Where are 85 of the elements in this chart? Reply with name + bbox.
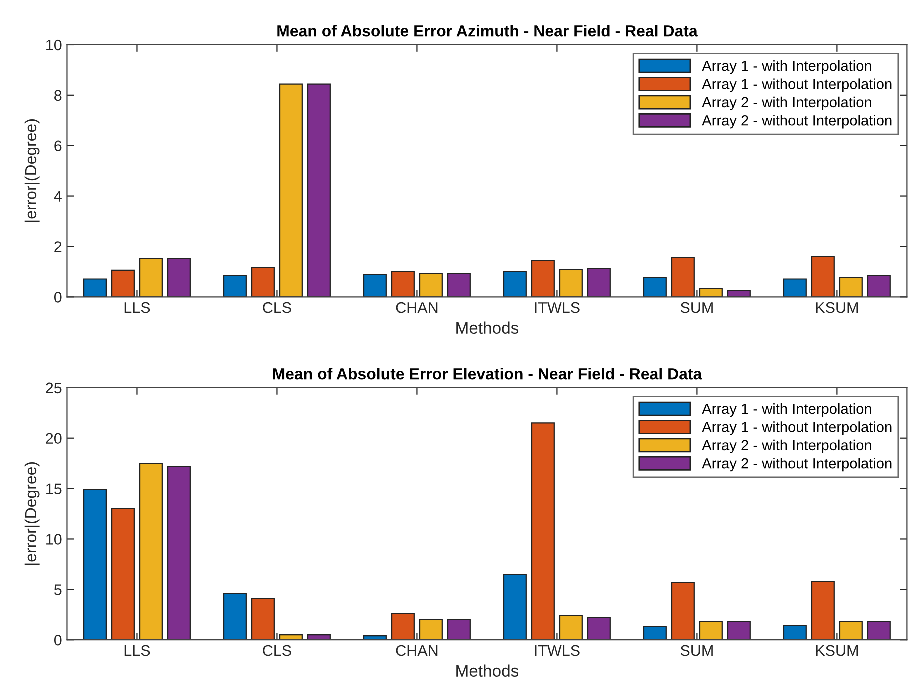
bar <box>363 274 387 298</box>
bar <box>111 508 135 640</box>
y-tick-label: 0 <box>54 292 62 303</box>
bar <box>531 422 555 640</box>
bar <box>839 277 863 298</box>
chart-title: Mean of Absolute Error Azimuth - Near Field - Real Data <box>278 25 698 37</box>
bar <box>587 617 611 640</box>
bar <box>783 278 807 298</box>
bar <box>279 634 303 640</box>
y-tick-label: 2 <box>54 242 62 252</box>
y-tick-label: 6 <box>54 140 62 152</box>
legend-label: Array 2 - without Interpolation <box>702 458 892 472</box>
bar <box>167 466 191 640</box>
bar <box>223 275 247 298</box>
bar <box>447 619 471 640</box>
bar <box>671 582 695 640</box>
bar <box>419 273 443 298</box>
bar <box>111 270 135 298</box>
x-axis-title: Methods <box>456 322 519 334</box>
y-tick-label: 0 <box>54 634 62 646</box>
y-tick-label: 5 <box>54 584 62 596</box>
bar <box>559 269 583 298</box>
bar <box>167 258 191 298</box>
y-tick-label: 25 <box>46 382 62 394</box>
bar <box>503 574 527 640</box>
bar <box>447 273 471 298</box>
bar <box>559 615 583 640</box>
x-tick-label: CHAN <box>396 645 438 656</box>
x-tick-label: CHAN <box>396 302 438 314</box>
y-tick-label: 10 <box>46 534 62 545</box>
x-tick-label: SUM <box>680 302 713 314</box>
bar <box>419 619 443 640</box>
bar <box>83 278 107 298</box>
bar <box>139 463 163 640</box>
y-tick-label: 20 <box>46 433 62 444</box>
x-tick-label: CLS <box>263 302 292 314</box>
legend-label: Array 1 - with Interpolation <box>702 403 872 418</box>
bar <box>699 288 723 298</box>
bar <box>643 626 667 640</box>
x-tick-label: LLS <box>124 302 150 314</box>
bar <box>811 581 835 640</box>
legend-label: Array 1 - without Interpolation <box>702 422 892 436</box>
bar <box>251 598 275 640</box>
bar <box>307 634 331 640</box>
bar <box>671 257 695 298</box>
bar <box>587 268 611 298</box>
bar <box>727 621 751 640</box>
bar <box>503 271 527 298</box>
x-tick-label: CLS <box>263 645 292 656</box>
x-tick-label: ITWLS <box>535 645 580 656</box>
bar <box>727 290 751 298</box>
x-tick-label: KSUM <box>816 645 858 656</box>
legend-label: Array 2 - with Interpolation <box>702 96 872 110</box>
bar <box>531 260 555 298</box>
bar <box>279 84 303 298</box>
bar <box>811 256 835 298</box>
legend-label: Array 1 - without Interpolation <box>702 78 892 92</box>
bar <box>699 621 723 640</box>
bar <box>223 593 247 640</box>
bar <box>839 621 863 640</box>
bar <box>83 489 107 640</box>
bar <box>391 613 415 640</box>
x-tick-label: ITWLS <box>535 302 580 314</box>
x-tick-label: KSUM <box>816 302 858 314</box>
x-axis-title: Methods <box>456 664 519 677</box>
y-tick-label: 4 <box>54 191 62 202</box>
y-tick-label: 15 <box>46 484 62 494</box>
bar <box>867 275 891 298</box>
y-tick-label: 10 <box>46 40 62 51</box>
bar <box>251 267 275 298</box>
y-tick-label: 8 <box>54 90 62 102</box>
bar <box>139 258 163 298</box>
legend-label: Array 2 - with Interpolation <box>702 440 872 454</box>
bar <box>643 277 667 298</box>
legend-label: Array 1 - with Interpolation <box>702 60 872 74</box>
y-axis-title: |error|(Degree) <box>24 462 40 566</box>
bar <box>307 84 331 298</box>
x-tick-label: LLS <box>124 645 150 656</box>
chart-title: Mean of Absolute Error Elevation - Near Field - Real Data <box>273 368 702 380</box>
bar <box>783 625 807 640</box>
bar <box>867 621 891 640</box>
y-axis-title: |error|(Degree) <box>24 120 40 222</box>
bar <box>391 271 415 298</box>
legend-label: Array 2 - without Interpolation <box>702 115 892 129</box>
x-tick-label: SUM <box>680 645 713 656</box>
